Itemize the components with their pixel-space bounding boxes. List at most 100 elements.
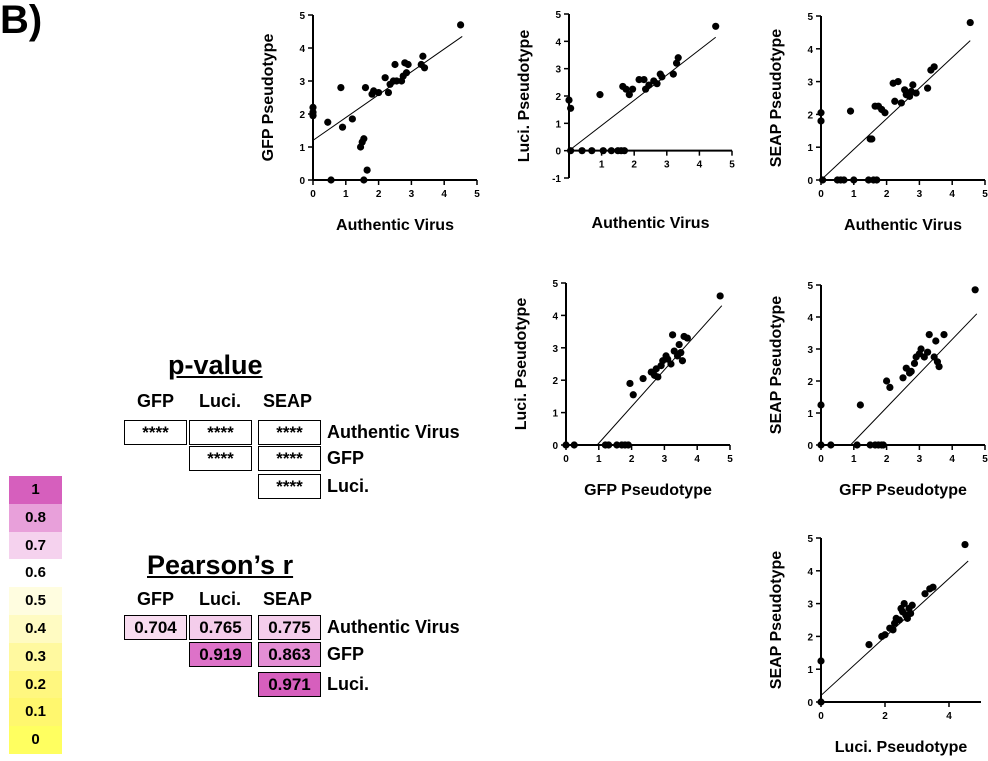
y-tick-label: -1 <box>552 174 561 185</box>
x-tick-label: 3 <box>409 189 415 200</box>
data-point <box>578 147 586 155</box>
data-point <box>971 286 979 294</box>
panel-label: B) <box>0 0 43 42</box>
data-point <box>348 115 356 123</box>
data-point <box>817 657 825 665</box>
x-tick-label: 4 <box>946 711 952 722</box>
x-axis-label: GFP Pseudotype <box>584 482 712 499</box>
x-tick-label: 4 <box>949 454 955 465</box>
data-point <box>866 441 874 449</box>
y-tick-label: 0 <box>299 176 305 187</box>
data-point <box>361 84 370 92</box>
data-point <box>873 176 881 184</box>
data-point <box>819 176 827 184</box>
data-point <box>620 147 629 155</box>
pearson-cell: 0.863 <box>258 642 321 667</box>
data-point <box>886 383 894 391</box>
data-point <box>607 147 615 155</box>
data-point <box>909 81 917 89</box>
y-tick-label: 4 <box>807 567 813 578</box>
y-tick-label: 3 <box>807 78 813 89</box>
x-tick-label: 2 <box>882 711 888 722</box>
y-tick-label: 3 <box>552 344 558 355</box>
y-tick-label: 1 <box>807 143 813 154</box>
data-point <box>360 135 368 143</box>
color-scale-step: 0.1 <box>9 698 62 727</box>
data-point <box>420 64 429 72</box>
x-tick-label: 1 <box>599 160 605 171</box>
x-tick-label: 4 <box>697 160 703 171</box>
data-point <box>897 99 905 107</box>
y-axis-label: SEAP Pseudotype <box>768 551 785 690</box>
data-point <box>907 367 915 375</box>
x-axis-label: Luci. Pseudotype <box>835 739 968 756</box>
y-tick-label: 2 <box>807 110 813 121</box>
data-point <box>716 292 724 300</box>
y-axis-label: GFP Pseudotype <box>260 34 277 162</box>
x-tick-label: 2 <box>884 454 890 465</box>
y-tick-label: 1 <box>807 665 813 676</box>
x-tick-label: 2 <box>629 454 635 465</box>
data-point <box>654 373 662 381</box>
color-scale-step: 0.2 <box>9 670 62 699</box>
data-point <box>894 78 902 86</box>
x-tick-label: 3 <box>664 160 670 171</box>
pvalue-col-gfp: GFP <box>137 391 175 411</box>
regression-line <box>312 36 463 141</box>
data-point <box>626 379 634 388</box>
data-point <box>879 441 887 449</box>
y-tick-label: 0 <box>807 176 813 187</box>
data-point <box>674 54 682 62</box>
y-tick-label: 2 <box>299 110 305 121</box>
data-point <box>324 118 332 126</box>
y-tick-label: 2 <box>552 376 558 387</box>
data-point <box>404 60 412 69</box>
y-tick-label: 5 <box>807 534 813 545</box>
data-point <box>924 348 932 356</box>
data-point <box>375 88 383 97</box>
y-axis-label: SEAP Pseudotype <box>768 29 785 168</box>
data-point <box>883 377 891 385</box>
data-point <box>935 363 943 371</box>
y-tick-label: 0 <box>807 441 813 452</box>
pvalue-cell: **** <box>189 420 252 445</box>
data-point <box>817 698 825 706</box>
x-tick-label: 4 <box>441 189 447 200</box>
data-point <box>605 441 613 449</box>
data-point <box>881 109 889 117</box>
data-point <box>864 176 873 184</box>
x-tick-label: 4 <box>694 454 700 465</box>
pvalue-title: p-value <box>168 350 263 380</box>
x-tick-label: 1 <box>851 454 857 465</box>
data-point <box>640 76 648 84</box>
y-tick-label: 5 <box>807 281 813 292</box>
color-scale-step: 0.8 <box>9 503 62 532</box>
data-point <box>669 331 677 339</box>
y-tick-label: 4 <box>552 311 558 322</box>
data-point <box>907 609 915 618</box>
y-tick-label: 1 <box>552 409 558 420</box>
pearson-col-seap: SEAP <box>263 589 313 609</box>
data-point <box>908 601 916 609</box>
y-tick-label: 4 <box>807 313 813 324</box>
data-point <box>891 97 899 105</box>
regression-line <box>568 36 717 152</box>
data-point <box>599 147 607 155</box>
x-tick-label: 3 <box>917 189 923 200</box>
pvalue-cell: **** <box>124 420 187 445</box>
y-tick-label: 0 <box>555 147 561 158</box>
data-point <box>840 176 848 184</box>
x-tick-label: 3 <box>917 454 923 465</box>
color-scale-step: 0.7 <box>9 531 62 560</box>
x-tick-label: 5 <box>982 454 988 465</box>
y-tick-label: 4 <box>807 45 813 56</box>
data-point <box>856 401 864 409</box>
data-point <box>868 135 876 143</box>
x-tick-label: 1 <box>596 454 602 465</box>
data-point <box>402 69 411 77</box>
data-point <box>683 334 691 342</box>
